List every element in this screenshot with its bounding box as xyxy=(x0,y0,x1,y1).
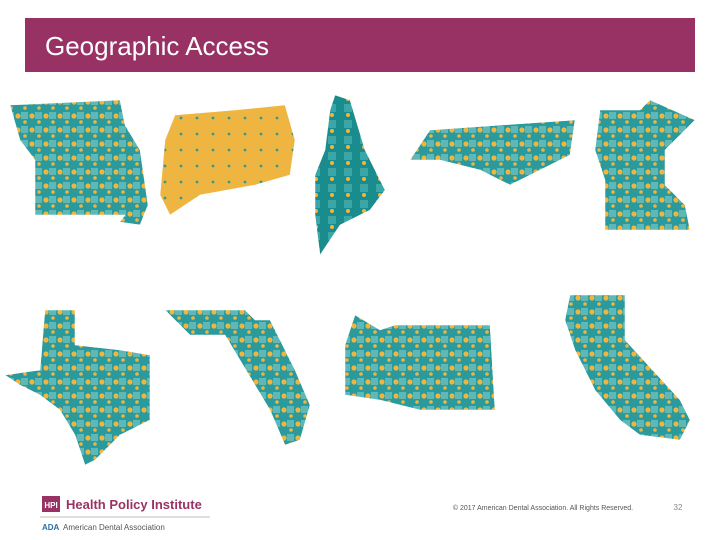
hpi-badge xyxy=(42,496,60,512)
slide-title: Geographic Access xyxy=(45,31,269,61)
page-number: 32 xyxy=(674,503,683,512)
map-connecticut xyxy=(159,104,296,216)
institute-name: Health Policy Institute xyxy=(66,497,202,512)
copyright: © 2017 American Dental Association. All … xyxy=(453,504,633,512)
map-missouri xyxy=(9,99,149,226)
map-texas xyxy=(4,309,151,466)
map-minnesota xyxy=(594,99,696,231)
ada-badge: ADA xyxy=(42,523,60,532)
header-bar xyxy=(25,18,695,72)
association-name: American Dental Association xyxy=(63,523,165,532)
map-north-carolina xyxy=(409,119,576,186)
map-california xyxy=(564,294,691,441)
map-maine xyxy=(314,94,386,256)
state-maps xyxy=(4,94,696,466)
hpi-badge-text: HPI xyxy=(44,501,57,510)
map-florida xyxy=(164,309,311,446)
map-washington xyxy=(344,314,496,411)
